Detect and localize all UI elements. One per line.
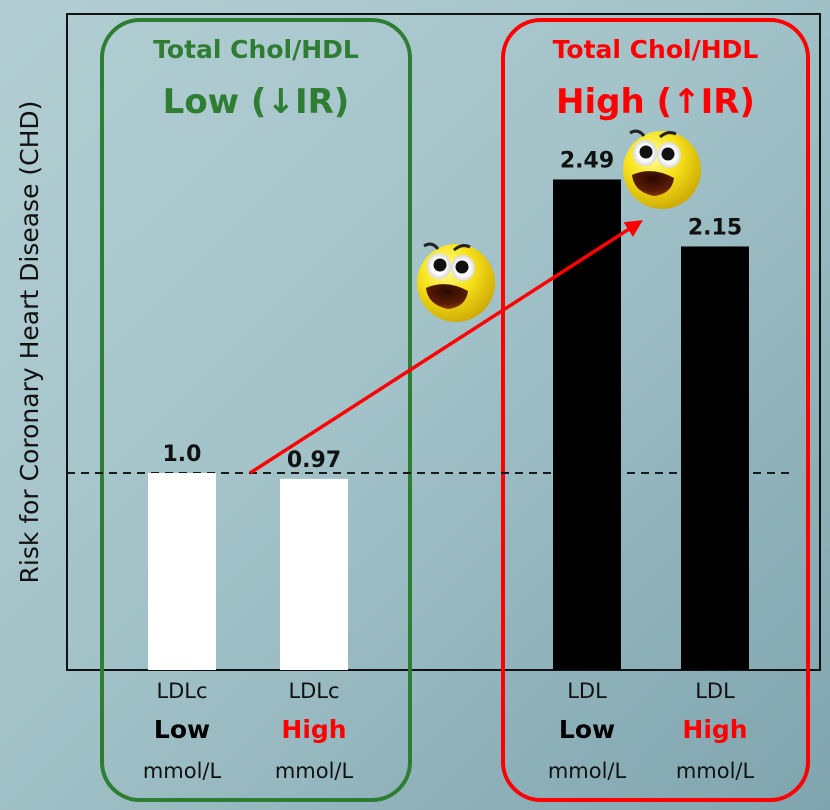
group-header-title: Total Chol/HDL: [553, 35, 759, 64]
category-label-line1: LDLc: [288, 679, 339, 703]
category-label-line2: High: [281, 715, 346, 744]
group-header-title: Total Chol/HDL: [153, 35, 359, 64]
bar-value-label: 1.0: [163, 442, 202, 467]
category-label-line2: High: [682, 715, 747, 744]
group-header-subtitle: Low (↓IR): [163, 82, 350, 122]
group-box-1: [501, 18, 810, 802]
category-label-line2: Low: [154, 715, 210, 744]
category-label-line3: mmol/L: [676, 759, 755, 783]
bar: [148, 473, 216, 670]
bar: [553, 179, 621, 670]
category-label-line3: mmol/L: [143, 759, 222, 783]
plot-frame: [66, 13, 821, 671]
category-label-line3: mmol/L: [548, 759, 627, 783]
category-label-line3: mmol/L: [275, 759, 354, 783]
risk-increase-arrow: [249, 220, 643, 475]
bar-value-label: 2.49: [560, 148, 614, 173]
group-box-0: [100, 18, 412, 802]
category-label-line1: LDL: [567, 679, 607, 703]
shocked-face-emoji-icon: [417, 242, 495, 322]
shocked-face-emoji-icon: [623, 129, 701, 209]
bar: [681, 246, 749, 670]
category-label-line1: LDLc: [156, 679, 207, 703]
category-label-line1: LDL: [695, 679, 735, 703]
group-header-subtitle: High (↑IR): [556, 82, 755, 122]
bar: [280, 478, 348, 670]
category-label-line2: Low: [559, 715, 615, 744]
bar-value-label: 0.97: [287, 448, 341, 473]
bar-value-label: 2.15: [688, 215, 742, 240]
y-axis-label: Risk for Coronary Heart Disease (CHD): [15, 101, 44, 584]
